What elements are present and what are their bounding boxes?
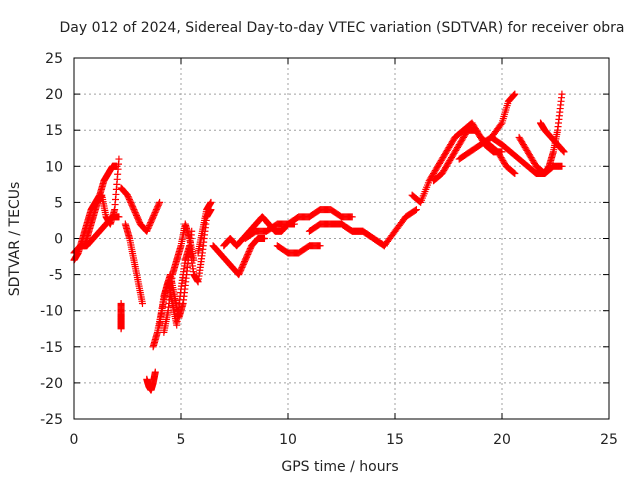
data-point [411,206,419,214]
series-arc-s [430,126,506,185]
y-tick-label: -20 [40,376,63,392]
y-tick-label: 20 [45,87,63,103]
data-point [510,91,518,99]
data-point [316,242,324,250]
x-axis-title: GPS time / hours [281,459,398,475]
y-tick-label: -10 [40,304,63,320]
series-arc-i [156,206,215,329]
data-point [509,168,517,176]
data-point [560,148,568,156]
y-tick-label: -25 [40,412,63,428]
series-arc-v [515,90,566,178]
series-arc-l [209,235,268,279]
data-point [412,206,420,214]
data-point [207,198,215,206]
grid-layer [74,58,609,419]
plot-frame [73,57,610,420]
series-arc-f [117,299,125,333]
x-tick-label: 0 [70,432,79,448]
data-point [348,213,356,221]
series-arc-n [241,206,356,242]
data-point [155,200,163,208]
x-tick-label: 5 [177,432,186,448]
chart-title: Day 012 of 2024, Sidereal Day-to-day VTE… [59,20,624,36]
data-point [151,368,159,376]
y-tick-label: 10 [45,159,63,175]
data-point [260,235,268,242]
data-points [70,90,568,394]
data-point [115,213,123,221]
data-point [558,90,566,98]
y-tick-label: -5 [49,268,63,284]
data-point [117,325,125,333]
x-tick-label: 20 [493,432,511,448]
series-arc-o [273,242,324,257]
series-arc-t [455,90,519,163]
data-point [511,170,519,178]
data-point [511,90,519,98]
data-point [156,198,164,206]
series-arc-e [121,220,146,307]
series-arc-w [537,119,568,156]
data-point [559,147,567,155]
series-arc-j [160,220,198,336]
data-point [190,256,198,264]
series-arc-u [487,133,566,178]
data-point [498,148,506,156]
data-point [138,299,146,307]
y-axis-title: SDTVAR / TECUs [7,182,23,297]
y-tick-label: 5 [54,195,63,211]
series-arc-c [70,213,123,257]
series-arc-k [194,198,215,257]
data-point [416,198,424,206]
data-point [559,146,567,154]
y-tick-label: 25 [45,51,63,67]
y-tick-label: 15 [45,123,63,139]
x-tick-label: 10 [279,432,297,448]
data-point [115,155,123,163]
x-tick-label: 15 [386,432,404,448]
y-tick-label: -15 [40,340,63,356]
x-tick-label: 25 [600,432,618,448]
data-point [510,92,518,100]
data-point [558,162,566,170]
series-arc-g [143,368,159,394]
series-arc-d [117,184,164,235]
data-point [510,169,518,177]
data-point [497,120,505,128]
series-arc-q [327,206,420,250]
y-tick-label: 0 [54,232,63,248]
